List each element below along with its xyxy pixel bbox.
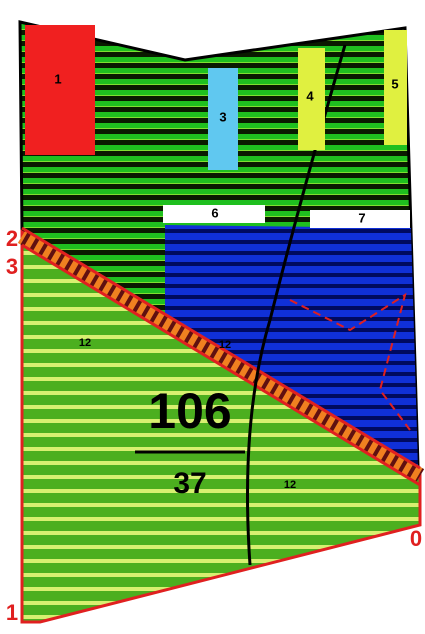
red-boundary (289, 292, 411, 431)
parcel-1 (25, 25, 95, 155)
area-label: 12 (79, 337, 91, 349)
parcel-4 (298, 48, 325, 150)
corner-point: 1 (6, 600, 18, 625)
parcel-3 (208, 68, 238, 170)
corner-point: 0 (410, 526, 422, 551)
plot-number: 106 (148, 383, 231, 439)
parcel-5 (384, 30, 407, 145)
plot-denominator: 37 (173, 467, 206, 500)
parcel-7 (310, 210, 410, 228)
parcel-label: 3 (219, 109, 226, 124)
parcel-label: 6 (211, 205, 218, 220)
area-label: 12 (219, 339, 231, 351)
parcel-label: 1 (54, 71, 61, 86)
boundary-band (17, 229, 425, 483)
parcel-label: 5 (391, 76, 398, 91)
corner-point: 2 (6, 226, 18, 251)
parcel-label: 7 (358, 210, 365, 225)
area-label: 12 (284, 479, 296, 491)
parcel-6 (163, 205, 265, 223)
corner-point: 3 (6, 254, 18, 279)
blue-area (165, 225, 418, 466)
parcel-label: 4 (306, 88, 314, 103)
boundary-line (21, 243, 421, 487)
boundary-line (21, 226, 421, 470)
